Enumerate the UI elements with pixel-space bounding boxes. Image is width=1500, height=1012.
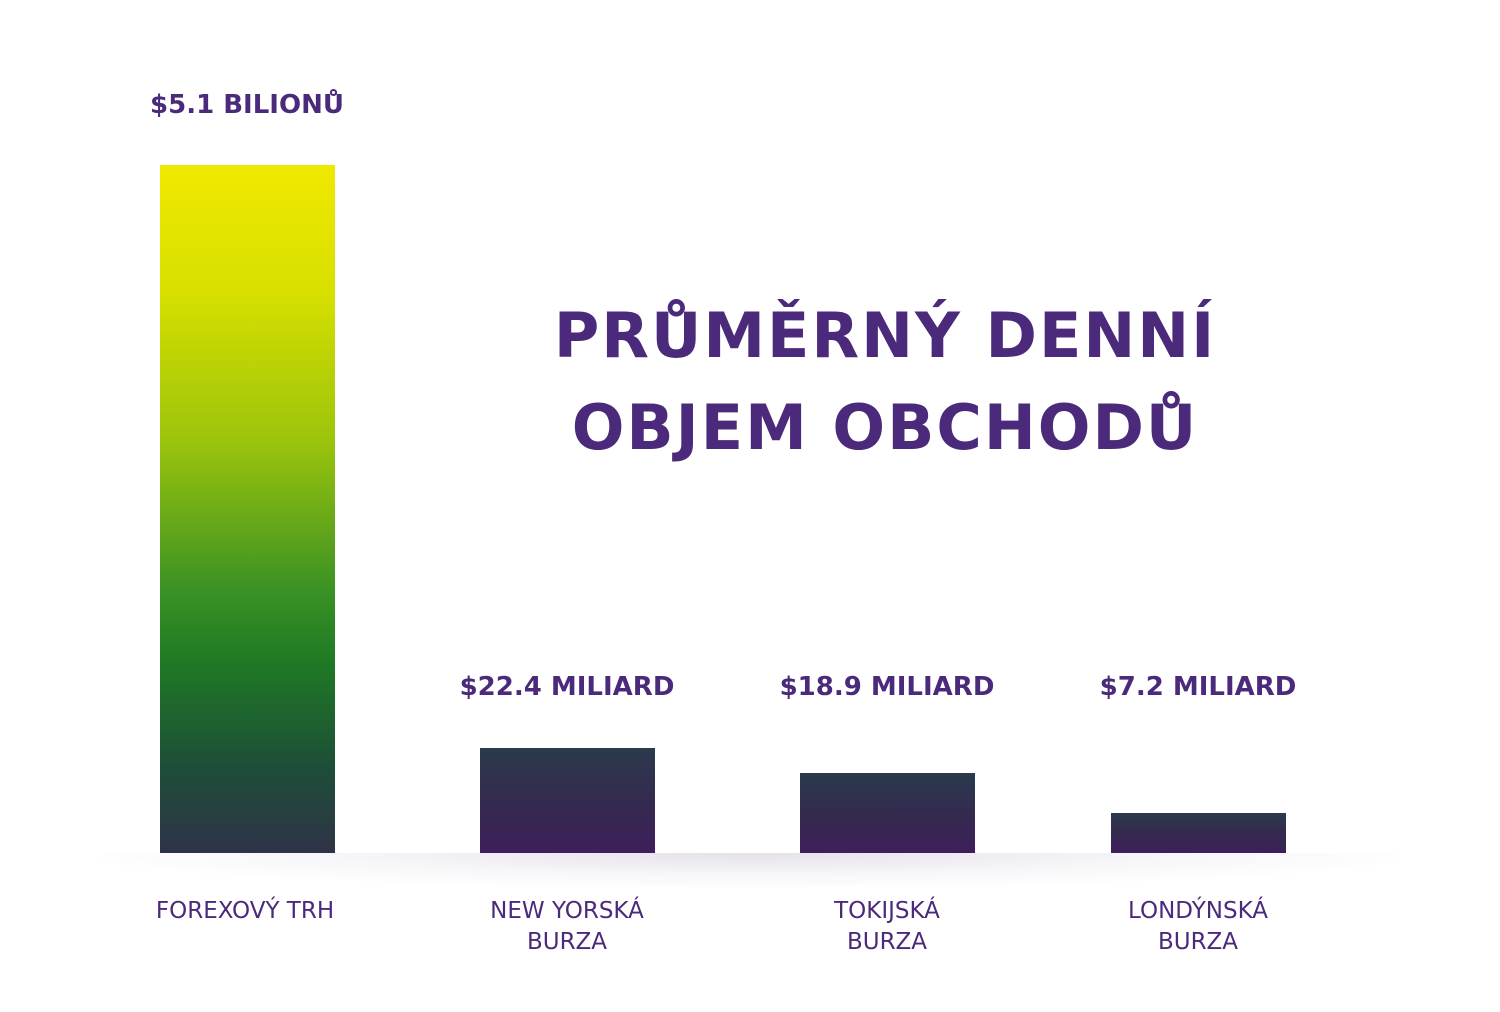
category-label-tokyo: TOKIJSKÁ BURZA <box>747 896 1027 958</box>
chart-title-line-1: PRŮMĚRNÝ DENNÍ <box>553 299 1217 372</box>
category-label-new-york: NEW YORSKÁ BURZA <box>427 896 707 958</box>
category-label-new-york-line-2: BURZA <box>526 929 608 955</box>
category-label-tokyo-line-1: TOKIJSKÁ <box>834 898 940 924</box>
value-label-tokyo: $18.9 MILIARD <box>779 672 995 702</box>
category-label-tokyo-line-2: BURZA <box>846 929 928 955</box>
chart-title: PRŮMĚRNÝ DENNÍ OBJEM OBCHODŮ <box>470 290 1300 474</box>
value-label-london: $7.2 MILIARD <box>1099 672 1297 702</box>
bar-new-york <box>479 748 655 853</box>
category-label-new-york-line-1: NEW YORSKÁ <box>490 898 644 924</box>
bar-london <box>1110 813 1286 853</box>
value-label-forex: $5.1 BILIONŮ <box>150 90 344 120</box>
category-label-london-line-2: BURZA <box>1157 929 1239 955</box>
category-label-london-line-1: LONDÝNSKÁ <box>1127 898 1269 924</box>
value-label-new-york: $22.4 MILIARD <box>459 672 675 702</box>
category-label-forex-line-1: FOREXOVÝ TRH <box>155 898 335 924</box>
category-label-forex: FOREXOVÝ TRH <box>105 896 385 927</box>
bar-forex <box>159 165 335 853</box>
baseline-shadow <box>100 853 1400 887</box>
bar-tokyo <box>799 773 975 853</box>
chart-title-line-2: OBJEM OBCHODŮ <box>571 391 1199 464</box>
category-label-london: LONDÝNSKÁ BURZA <box>1058 896 1338 958</box>
